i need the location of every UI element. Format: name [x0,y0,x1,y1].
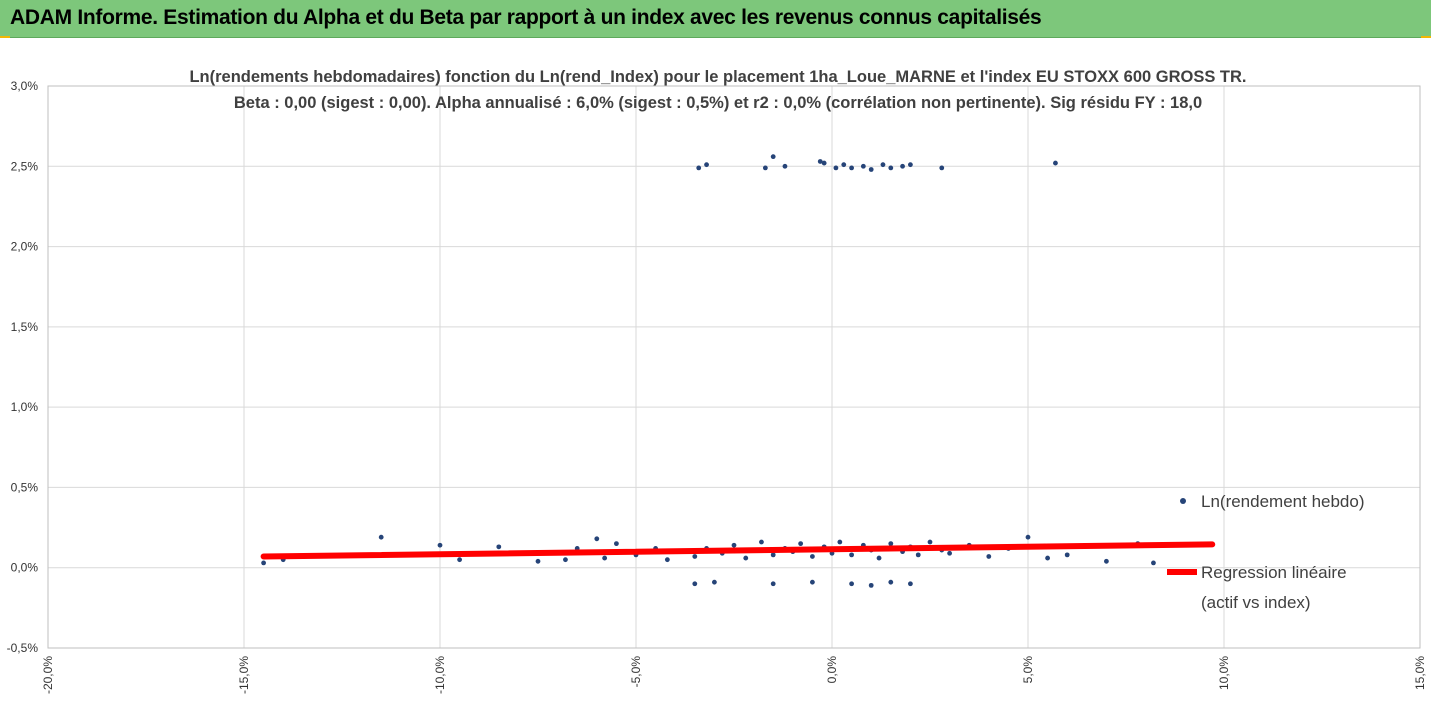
data-point [810,554,815,559]
x-tick-label: -10,0% [433,656,447,694]
data-point [762,165,768,171]
data-point [888,579,894,585]
data-point [868,582,874,588]
plot-border [47,85,1421,649]
y-tick-label: -0,5% [7,641,39,655]
x-tick-label: 0,0% [825,656,839,684]
y-tick-label: 0,5% [11,480,39,494]
data-point [782,163,788,169]
y-tick-label: 1,0% [11,400,39,414]
data-point [731,542,737,548]
data-point [986,554,992,559]
data-point [712,579,717,585]
data-point [860,163,866,169]
data-point [563,557,568,563]
chart-area [0,38,1431,722]
data-point [915,552,921,558]
data-point [1104,558,1109,564]
data-point [770,552,776,558]
data-point [614,541,619,547]
data-point [927,539,933,545]
data-point [837,539,843,545]
chart-title-line1: Ln(rendements hebdomadaires) fonction du… [189,68,1246,86]
regression-line [260,541,1216,560]
x-tick-label: -5,0% [629,656,643,688]
data-point [888,165,894,171]
data-point [821,160,827,166]
legend-marker-points [1180,498,1186,504]
legend-label-points: Ln(rendement hebdo) [1201,492,1365,511]
scatter-chart: -20,0% -15,0% -10,0% -5,0% 0,0% 5,0% 10,0% 15,0… [0,38,1431,722]
y-tick-label: 0,0% [11,561,39,575]
report-header: ADAM Informe. Estimation du Alpha et du … [0,0,1431,38]
data-point [770,154,776,160]
data-point [261,560,266,566]
chart-title-line2: Beta : 0,00 (sigest : 0,00). Alpha annua… [234,94,1202,112]
data-point [908,162,913,168]
data-point [888,541,894,547]
data-point [900,163,905,169]
data-point [880,162,886,168]
chart-axes: -20,0% -15,0% -10,0% -5,0% 0,0% 5,0% 10,0% 15,0… [7,79,1427,694]
data-point [535,558,541,564]
data-point [868,167,874,172]
data-point [810,579,815,585]
data-point [798,541,804,547]
data-point [1053,160,1058,166]
data-point [696,165,702,171]
data-point [1025,534,1031,540]
data-point [457,557,462,563]
x-tick-label: 10,0% [1217,656,1231,690]
data-point [841,162,847,168]
y-tick-label: 2,0% [11,240,39,254]
data-point [849,581,854,587]
data-point [817,159,823,164]
report-title: ADAM Informe. Estimation du Alpha et du … [10,6,1042,29]
data-point [692,581,698,587]
regression-line-group [260,541,1216,560]
x-tick-label: 5,0% [1021,656,1035,684]
data-point [876,555,882,561]
x-tick-label: 15,0% [1413,656,1427,690]
data-point [437,542,443,548]
y-tick-label: 3,0% [11,79,39,93]
data-point [594,536,600,542]
data-point [759,539,764,545]
data-point [908,581,913,587]
data-point [939,165,945,171]
data-point [947,550,952,556]
y-tick-label: 1,5% [11,320,39,334]
data-point [849,552,854,558]
chart-legend: Ln(rendement hebdo) Regression linéaire … [1167,492,1365,612]
data-point [743,555,749,561]
data-point [664,557,670,563]
data-point [692,554,698,559]
data-point [602,555,608,561]
y-tick-label: 2,5% [11,159,39,173]
data-point [1045,555,1050,561]
data-point [833,165,839,171]
x-tick-label: -15,0% [237,656,251,694]
data-point [1151,560,1156,566]
data-point [378,534,384,540]
data-point [849,165,854,171]
data-point [1064,552,1070,558]
legend-label-regression-1: Regression linéaire [1201,563,1347,582]
data-point [496,544,502,550]
legend-label-regression-2: (actif vs index) [1201,593,1311,612]
data-point [770,581,776,587]
data-point [704,162,709,168]
x-tick-label: -20,0% [41,656,55,694]
